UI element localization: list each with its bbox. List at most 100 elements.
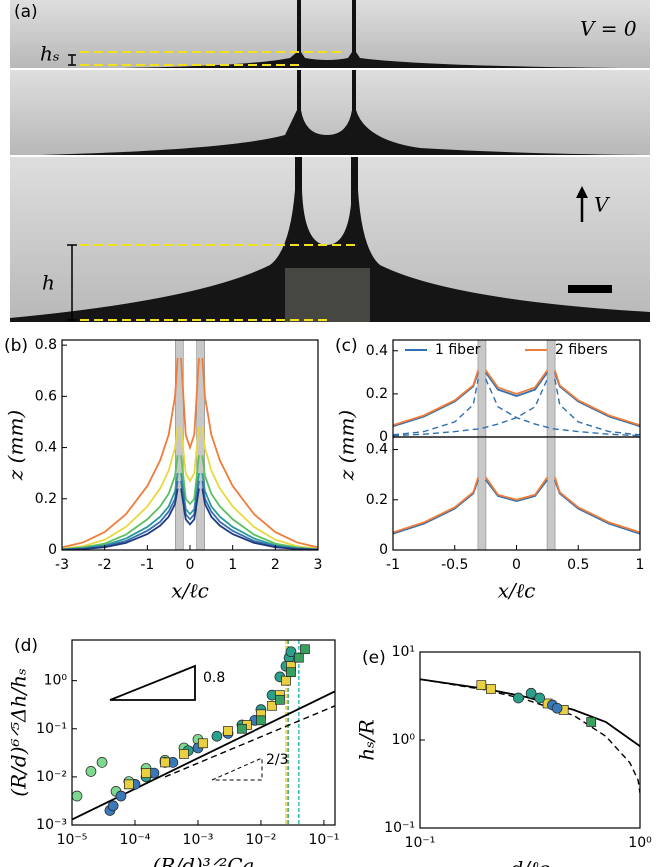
fiber [546,340,556,437]
y-tick-label: 0 [48,542,57,558]
series-line [62,473,318,550]
point [96,757,108,768]
chart: -3 -2 -1 0 1 2 3 0 0.2 0.4 0.6 0.8 (b) x/ℓc z (mm) [4,336,323,603]
point [85,766,97,777]
fiber [477,437,487,550]
point [534,692,546,704]
point [223,726,233,736]
point [476,680,487,691]
point [513,692,524,704]
point [486,684,496,694]
x-tick-label: 10⁻¹ [405,835,436,851]
hs-bracket [68,54,76,66]
panel-label: (d) [14,636,38,656]
y-tick-label: 0.4 [366,343,388,359]
series-line [62,455,318,550]
panel-label: (a) [14,2,38,22]
y-tick-label: 0 [379,542,388,558]
photo-panel: (a) hₛ V = 0 V h [10,0,650,322]
panel-label: (c) [335,336,358,356]
annotation: V = 0 [580,17,637,41]
point [267,700,277,711]
h-bracket [67,244,77,321]
point [115,790,127,802]
x-tick-label: 10⁰ [628,835,652,851]
point [198,738,208,749]
photo-strip [10,0,650,68]
axes-frame [71,639,336,826]
y-axis-label: (R/d)⁶ᐟ⁵Δh/hₛ [7,668,31,796]
y-tick-label: 0 [379,429,388,445]
meniscus [40,110,650,155]
arrow-head [576,186,588,198]
plot-area [393,340,640,437]
x-tick-label: 10⁻¹ [308,832,339,848]
point [160,757,170,768]
y-tick-label: 0.8 [35,337,57,353]
series-line [62,488,318,550]
x-tick-label: -2 [98,557,112,573]
panel-label: (e) [362,648,386,668]
point [141,768,151,778]
x-tick-label: -1 [140,557,154,573]
x-tick-label: 10⁻³ [183,832,214,848]
point [293,652,304,663]
y-tick-label: 0.4 [366,442,388,458]
x-axis-label: x/ℓc [498,579,536,603]
slope-triangles [109,664,263,781]
point [179,749,189,759]
point [72,790,83,802]
series-line [164,705,335,778]
point [286,667,296,678]
x-axis-label: x/ℓc [171,579,209,603]
plot-area [420,678,640,794]
y-tick-label: 10⁻³ [36,817,67,833]
y-tick-label: 0.2 [35,491,57,507]
fiber [477,340,487,437]
y-tick-label: 0.2 [366,492,388,508]
annotation: 0.8 [203,670,225,686]
point [107,800,119,812]
axes-frame [419,651,641,829]
reflection [285,268,370,322]
y-tick-label: 10⁻¹ [384,820,415,836]
x-tick-label: 10⁻⁴ [120,832,151,848]
meniscus [10,190,650,322]
series-line [393,369,640,426]
x-axis-label: d/ℓc [510,857,549,867]
y-axis-label: hₛ/R [355,719,379,760]
chart: -1 -0.5 0 0.5 1 0 0.2 0.4 x/ℓc [366,436,644,603]
point [525,687,537,699]
x-tick-label: -1 [386,557,400,573]
point [281,675,291,686]
plot-area [393,437,640,550]
series-line [393,378,640,437]
series-line [72,690,335,821]
point [256,715,266,726]
x-tick-label: 1 [228,557,237,573]
point [124,779,134,790]
point [211,730,223,742]
series-line [393,476,640,534]
panel-label: (b) [4,336,28,356]
legend-label: 2 fibers [555,342,608,358]
series-line [62,357,318,549]
annotation: 2/3 [266,752,289,768]
point [300,644,310,655]
meniscus [120,52,620,68]
series-line [393,378,640,437]
axes-frame [392,436,641,551]
x-tick-label: 0.5 [567,557,589,573]
y-axis-label: z (mm) [335,410,359,481]
plot-area [62,340,318,550]
y-axis-label: z (mm) [4,410,28,481]
point [586,717,597,727]
y-tick-label: 10⁻² [36,769,67,785]
y-tick-label: 10⁰ [44,673,68,689]
annotation: V [594,193,611,217]
x-tick-label: 10⁻² [246,832,277,848]
chart: 10⁻¹ 10⁰ 10⁻¹ 10⁰ 10¹ (e) d/ℓc hₛ/R [355,644,653,867]
y-tick-label: 10⁻¹ [36,721,67,737]
y-tick-label: 0.4 [35,440,57,456]
